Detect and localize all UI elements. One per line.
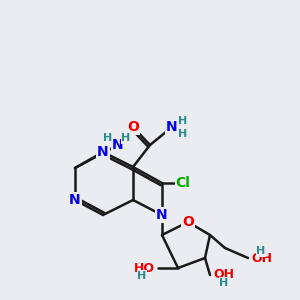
Text: H: H (178, 116, 188, 126)
Text: H: H (122, 133, 130, 143)
Text: N: N (166, 120, 178, 134)
Text: Cl: Cl (176, 176, 190, 190)
Text: H: H (178, 129, 188, 139)
Text: OH: OH (251, 251, 272, 265)
Text: N: N (69, 193, 81, 207)
Text: H: H (103, 133, 112, 143)
Text: N: N (112, 138, 124, 152)
Text: N: N (97, 145, 109, 159)
Text: OH: OH (213, 268, 234, 281)
Text: O: O (182, 215, 194, 229)
Text: H: H (256, 246, 266, 256)
Text: N: N (156, 208, 168, 222)
Text: H: H (219, 278, 229, 288)
Text: O: O (127, 120, 139, 134)
Text: HO: HO (134, 262, 155, 275)
Text: H: H (137, 271, 147, 281)
